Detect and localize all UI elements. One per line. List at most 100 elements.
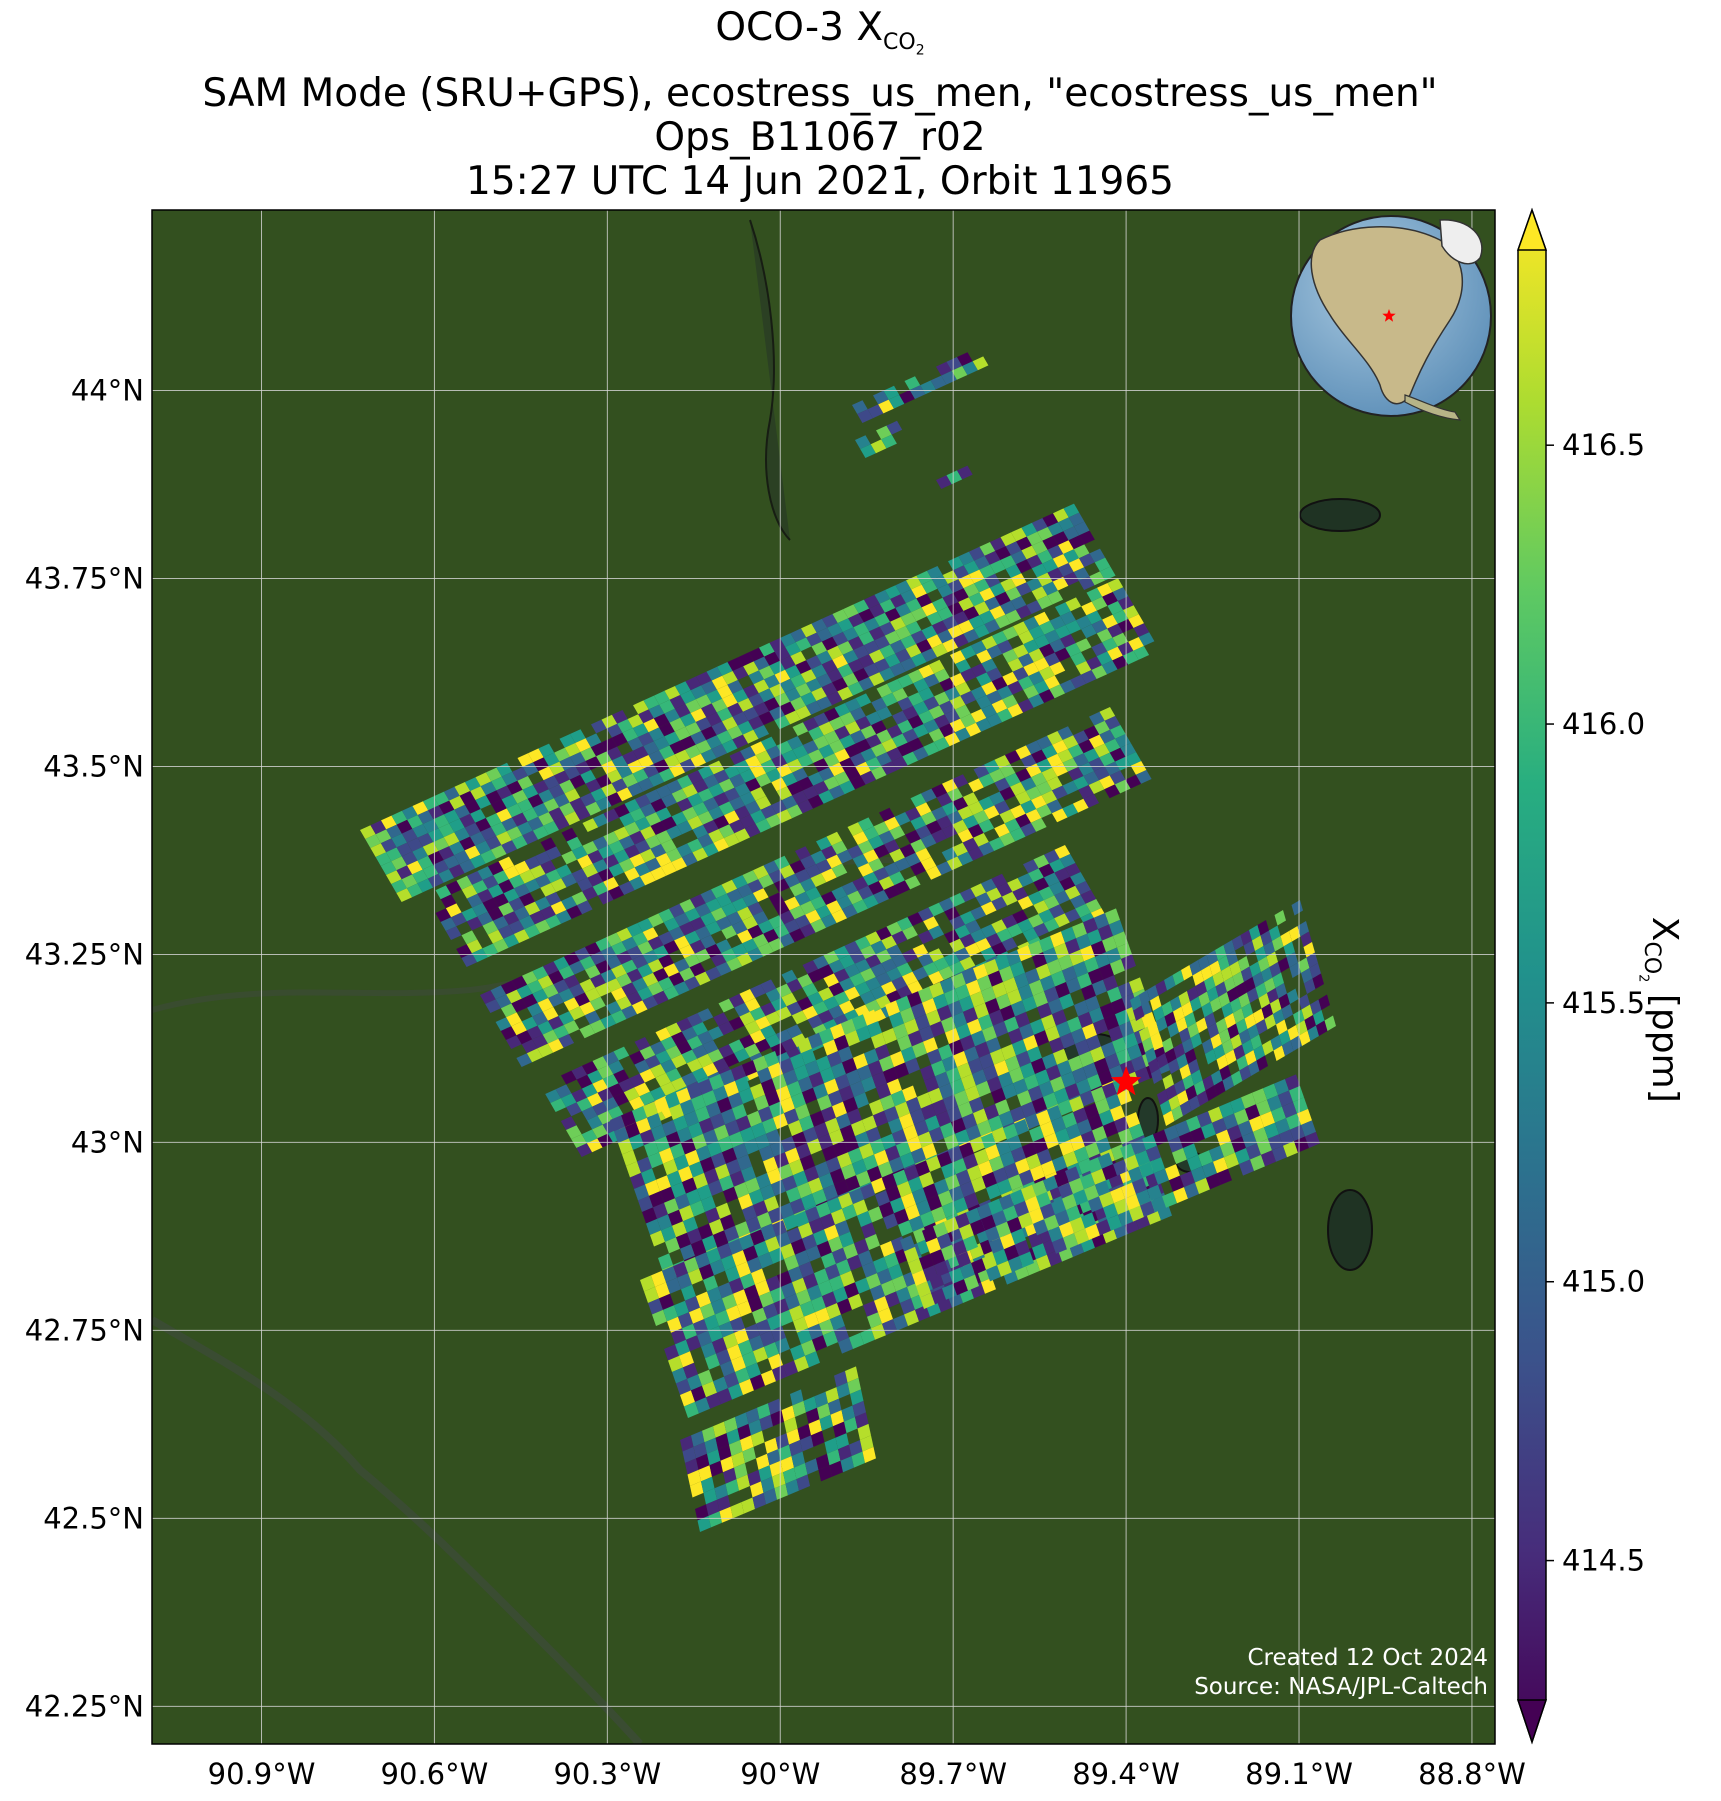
- sounding-footprint: [805, 701, 822, 715]
- sounding-footprint: [860, 945, 876, 959]
- sounding-footprint: [490, 985, 507, 1000]
- sounding-footprint: [844, 1417, 858, 1434]
- sounding-footprint: [899, 843, 916, 858]
- sounding-footprint: [902, 728, 919, 743]
- sounding-footprint: [559, 756, 576, 771]
- sounding-footprint: [444, 786, 460, 801]
- sounding-footprint: [1007, 658, 1024, 672]
- sounding-footprint: [822, 1291, 837, 1308]
- sounding-footprint: [648, 1298, 663, 1315]
- sounding-footprint: [744, 823, 761, 838]
- sounding-footprint: [564, 765, 581, 780]
- sounding-footprint: [993, 1249, 1008, 1266]
- sounding-footprint: [928, 728, 945, 742]
- sounding-footprint: [701, 1195, 716, 1212]
- sounding-footprint: [879, 644, 896, 659]
- sounding-footprint: [1035, 1069, 1050, 1086]
- sounding-footprint: [819, 1028, 834, 1045]
- sounding-footprint: [958, 574, 975, 589]
- sounding-footprint: [1024, 1074, 1039, 1091]
- sounding-footprint: [850, 707, 866, 721]
- sounding-footprint: [1165, 1084, 1177, 1100]
- sounding-footprint: [571, 1134, 587, 1148]
- sounding-footprint: [821, 1252, 836, 1269]
- sounding-footprint: [666, 1277, 681, 1294]
- sounding-footprint: [916, 1199, 931, 1216]
- sounding-footprint: [1163, 1110, 1175, 1126]
- sounding-footprint: [891, 1090, 906, 1107]
- sounding-footprint: [852, 1014, 867, 1031]
- sounding-footprint: [579, 1001, 596, 1016]
- sounding-footprint: [921, 648, 938, 662]
- sounding-footprint: [915, 1305, 930, 1322]
- sounding-footprint: [659, 1147, 674, 1164]
- sounding-footprint: [706, 712, 722, 727]
- sounding-footprint: [1062, 1194, 1077, 1211]
- sounding-footprint: [1005, 564, 1022, 578]
- sounding-footprint: [834, 771, 850, 786]
- sounding-footprint: [1250, 1154, 1265, 1171]
- sounding-footprint: [701, 680, 717, 695]
- sounding-footprint: [1218, 955, 1230, 971]
- sounding-footprint: [722, 1293, 737, 1310]
- sounding-footprint: [1030, 818, 1047, 832]
- sounding-footprint: [819, 1172, 834, 1189]
- sounding-footprint: [797, 799, 814, 814]
- sounding-footprint: [737, 720, 754, 735]
- sounding-footprint: [512, 812, 528, 827]
- sounding-footprint: [729, 819, 745, 834]
- sounding-footprint: [781, 772, 798, 787]
- sounding-footprint: [773, 901, 790, 916]
- sounding-footprint: [1054, 942, 1069, 959]
- sounding-footprint: [598, 845, 614, 859]
- sounding-footprint: [952, 842, 968, 857]
- sounding-footprint: [438, 800, 455, 815]
- sounding-footprint: [785, 687, 801, 702]
- sounding-footprint: [538, 812, 554, 826]
- sounding-footprint: [1132, 1177, 1147, 1194]
- sounding-footprint: [558, 1034, 575, 1048]
- sounding-footprint: [1112, 1037, 1127, 1054]
- title-line-3: Ops_B11067_r02: [654, 115, 986, 161]
- sounding-footprint: [991, 699, 1008, 714]
- title-line-1: OCO-3 XCO2: [715, 5, 925, 59]
- sounding-footprint: [835, 1433, 849, 1450]
- sounding-footprint: [969, 1097, 984, 1114]
- sounding-footprint: [506, 780, 523, 795]
- sounding-footprint: [742, 870, 759, 884]
- sounding-footprint: [560, 1093, 577, 1108]
- sounding-footprint: [925, 866, 942, 880]
- sounding-footprint: [1095, 1180, 1110, 1197]
- sounding-footprint: [617, 719, 633, 733]
- sounding-footprint: [827, 1449, 841, 1466]
- sounding-footprint: [1207, 986, 1219, 1002]
- sounding-footprint: [975, 1041, 990, 1058]
- sounding-footprint: [1210, 997, 1222, 1013]
- sounding-footprint: [587, 1070, 603, 1084]
- sounding-footprint: [661, 1225, 676, 1242]
- sounding-footprint: [708, 829, 724, 843]
- sounding-footprint: [764, 1437, 778, 1454]
- sounding-footprint: [686, 1058, 703, 1073]
- sounding-footprint: [1189, 960, 1201, 976]
- sounding-footprint: [682, 1446, 696, 1463]
- sounding-footprint: [796, 1289, 811, 1306]
- sounding-footprint: [1015, 605, 1032, 619]
- sounding-footprint: [904, 1018, 919, 1035]
- sounding-footprint: [1018, 676, 1034, 690]
- sounding-footprint: [860, 770, 877, 785]
- sounding-footprint: [629, 808, 646, 822]
- sounding-footprint: [1068, 535, 1085, 550]
- sounding-footprint: [911, 607, 927, 622]
- sounding-footprint: [750, 787, 766, 801]
- sounding-footprint: [824, 1224, 839, 1241]
- sounding-footprint: [1227, 987, 1239, 1003]
- sounding-footprint: [723, 1332, 738, 1349]
- sounding-footprint: [666, 825, 682, 840]
- sounding-footprint: [826, 854, 843, 869]
- sounding-footprint: [881, 981, 897, 995]
- sounding-footprint: [1044, 675, 1060, 690]
- sounding-footprint: [702, 1090, 717, 1107]
- sounding-footprint: [445, 926, 462, 940]
- sounding-footprint: [503, 888, 520, 903]
